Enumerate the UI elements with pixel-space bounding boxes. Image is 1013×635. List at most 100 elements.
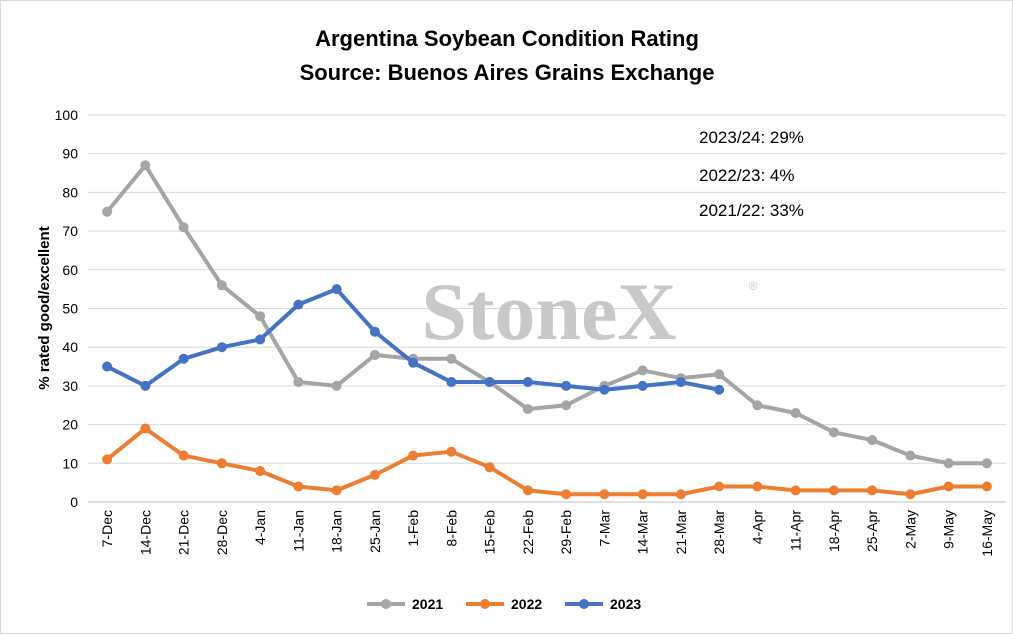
data-point-2021[interactable] bbox=[446, 353, 457, 364]
data-point-2022[interactable] bbox=[561, 489, 572, 500]
data-point-2021[interactable] bbox=[178, 222, 189, 233]
y-axis-label: % rated good/excellent bbox=[36, 226, 53, 389]
x-tick-label: 29-Feb bbox=[558, 510, 574, 555]
data-point-2021[interactable] bbox=[293, 377, 304, 388]
data-point-2023[interactable] bbox=[484, 377, 495, 388]
data-point-2023[interactable] bbox=[637, 380, 648, 391]
x-tick-label: 2-May bbox=[902, 510, 918, 549]
gridlines bbox=[88, 114, 1006, 464]
x-tick-label: 21-Mar bbox=[673, 510, 689, 555]
legend-label-2021: 2021 bbox=[412, 596, 443, 612]
x-tick-label: 21-Dec bbox=[176, 510, 192, 555]
data-point-2022[interactable] bbox=[408, 450, 419, 461]
data-point-2023[interactable] bbox=[369, 326, 380, 337]
annotation-2021-22: 2021/22: 33% bbox=[699, 201, 804, 220]
x-tick-label: 4-Apr bbox=[749, 510, 765, 545]
x-tick-label: 14-Dec bbox=[137, 510, 153, 555]
x-tick-label: 11-Jan bbox=[290, 510, 306, 552]
data-point-2021[interactable] bbox=[790, 407, 801, 418]
x-tick-label: 4-Jan bbox=[252, 510, 268, 545]
series-line-2022 bbox=[105, 426, 987, 497]
data-point-2021[interactable] bbox=[714, 369, 725, 380]
data-point-2023[interactable] bbox=[178, 353, 189, 364]
data-point-2022[interactable] bbox=[522, 485, 533, 496]
data-point-2021[interactable] bbox=[561, 400, 572, 411]
data-point-2022[interactable] bbox=[369, 469, 380, 480]
data-point-2022[interactable] bbox=[102, 454, 113, 465]
annotation-2023-24: 2023/24: 29% bbox=[699, 128, 804, 147]
data-point-2023[interactable] bbox=[140, 380, 151, 391]
data-point-2022[interactable] bbox=[905, 489, 916, 500]
x-tick-label: 18-Jan bbox=[329, 510, 345, 553]
data-point-2022[interactable] bbox=[828, 485, 839, 496]
x-tick-label: 1-Feb bbox=[405, 510, 421, 547]
data-point-2023[interactable] bbox=[408, 357, 419, 368]
data-point-2021[interactable] bbox=[828, 427, 839, 438]
data-point-2023[interactable] bbox=[714, 384, 725, 395]
data-point-2021[interactable] bbox=[637, 365, 648, 376]
x-tick-label: 15-Feb bbox=[482, 510, 498, 555]
y-tick-label: 80 bbox=[62, 184, 78, 200]
data-point-2021[interactable] bbox=[216, 280, 227, 291]
data-point-2021[interactable] bbox=[331, 380, 342, 391]
data-point-2023[interactable] bbox=[102, 361, 113, 372]
data-point-2021[interactable] bbox=[867, 435, 878, 446]
data-point-2021[interactable] bbox=[905, 450, 916, 461]
data-point-2021[interactable] bbox=[369, 349, 380, 360]
y-tick-label: 20 bbox=[62, 417, 78, 433]
data-point-2023[interactable] bbox=[255, 334, 266, 345]
data-point-2022[interactable] bbox=[216, 458, 227, 469]
data-point-2022[interactable] bbox=[943, 481, 954, 492]
data-point-2022[interactable] bbox=[484, 462, 495, 473]
y-tick-label: 10 bbox=[62, 455, 78, 471]
watermark: StoneX ® bbox=[421, 266, 757, 357]
data-point-2021[interactable] bbox=[943, 458, 954, 469]
data-point-2022[interactable] bbox=[981, 481, 992, 492]
data-point-2022[interactable] bbox=[140, 423, 151, 434]
data-point-2022[interactable] bbox=[675, 489, 686, 500]
watermark-text: StoneX bbox=[421, 266, 676, 357]
legend-marker-2023 bbox=[579, 599, 589, 609]
x-tick-label: 28-Mar bbox=[711, 510, 727, 555]
legend-item-2022[interactable]: 2022 bbox=[466, 596, 542, 612]
data-point-2021[interactable] bbox=[522, 404, 533, 415]
data-point-2023[interactable] bbox=[331, 284, 342, 295]
x-tick-label: 11-Apr bbox=[788, 510, 804, 551]
legend-marker-2021 bbox=[381, 599, 391, 609]
x-tick-label: 16-May bbox=[979, 510, 995, 557]
data-point-2023[interactable] bbox=[446, 377, 457, 388]
legend-label-2022: 2022 bbox=[511, 596, 542, 612]
data-point-2022[interactable] bbox=[255, 466, 266, 477]
data-point-2021[interactable] bbox=[255, 311, 266, 322]
x-tick-label: 25-Jan bbox=[367, 510, 383, 553]
data-point-2023[interactable] bbox=[599, 384, 610, 395]
data-point-2021[interactable] bbox=[102, 206, 113, 217]
data-point-2022[interactable] bbox=[178, 450, 189, 461]
data-point-2021[interactable] bbox=[981, 458, 992, 469]
data-point-2022[interactable] bbox=[331, 485, 342, 496]
y-tick-label: 0 bbox=[70, 494, 78, 510]
data-point-2021[interactable] bbox=[140, 160, 151, 171]
data-point-2022[interactable] bbox=[867, 485, 878, 496]
data-point-2023[interactable] bbox=[293, 299, 304, 310]
data-point-2022[interactable] bbox=[637, 489, 648, 500]
data-point-2022[interactable] bbox=[790, 485, 801, 496]
data-point-2022[interactable] bbox=[293, 481, 304, 492]
data-point-2022[interactable] bbox=[714, 481, 725, 492]
data-point-2023[interactable] bbox=[561, 380, 572, 391]
y-tick-label: 30 bbox=[62, 378, 78, 394]
data-point-2022[interactable] bbox=[599, 489, 610, 500]
legend-item-2023[interactable]: 2023 bbox=[565, 596, 641, 612]
y-axis-ticks: 0 10 20 30 40 50 60 70 80 90 100 bbox=[55, 107, 79, 510]
legend-marker-2022 bbox=[480, 599, 490, 609]
legend-item-2021[interactable]: 2021 bbox=[367, 596, 443, 612]
data-point-2021[interactable] bbox=[752, 400, 763, 411]
data-point-2022[interactable] bbox=[752, 481, 763, 492]
y-tick-label: 60 bbox=[62, 262, 78, 278]
data-point-2023[interactable] bbox=[522, 377, 533, 388]
data-point-2023[interactable] bbox=[216, 342, 227, 353]
data-point-2022[interactable] bbox=[446, 446, 457, 457]
data-point-2023[interactable] bbox=[675, 377, 686, 388]
